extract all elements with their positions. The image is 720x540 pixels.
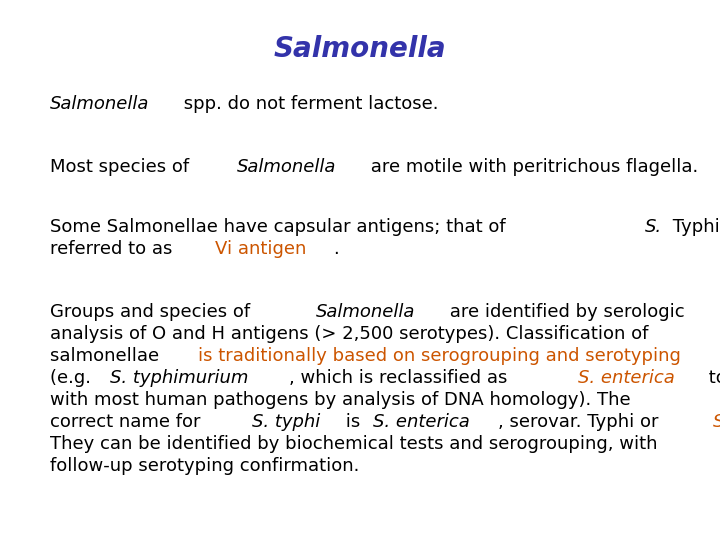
Text: follow-up serotyping confirmation.: follow-up serotyping confirmation. bbox=[50, 457, 359, 475]
Text: Salmonella: Salmonella bbox=[237, 158, 336, 176]
Text: (e.g.: (e.g. bbox=[50, 369, 96, 387]
Text: with most human pathogens by analysis of DNA homology). The: with most human pathogens by analysis of… bbox=[50, 391, 631, 409]
Text: is: is bbox=[340, 413, 366, 431]
Text: are motile with peritrichous flagella.: are motile with peritrichous flagella. bbox=[365, 158, 698, 176]
Text: Typhi is: Typhi is bbox=[667, 218, 720, 236]
Text: .: . bbox=[333, 240, 339, 258]
Text: salmonellae: salmonellae bbox=[50, 347, 165, 365]
Text: correct name for: correct name for bbox=[50, 413, 206, 431]
Text: is traditionally based on serogrouping and serotyping: is traditionally based on serogrouping a… bbox=[198, 347, 681, 365]
Text: referred to as: referred to as bbox=[50, 240, 178, 258]
Text: , which is reclassified as: , which is reclassified as bbox=[289, 369, 513, 387]
Text: S.: S. bbox=[645, 218, 662, 236]
Text: Salmonella: Salmonella bbox=[315, 303, 415, 321]
Text: are identified by serologic: are identified by serologic bbox=[444, 303, 685, 321]
Text: They can be identified by biochemical tests and serogrouping, with: They can be identified by biochemical te… bbox=[50, 435, 657, 453]
Text: analysis of O and H antigens (> 2,500 serotypes). Classification of: analysis of O and H antigens (> 2,500 se… bbox=[50, 325, 649, 343]
Text: spp. do not ferment lactose.: spp. do not ferment lactose. bbox=[179, 95, 438, 113]
Text: S. enterica: S. enterica bbox=[373, 413, 470, 431]
Text: Groups and species of: Groups and species of bbox=[50, 303, 256, 321]
Text: together: together bbox=[703, 369, 720, 387]
Text: , serovar. Typhi or: , serovar. Typhi or bbox=[498, 413, 665, 431]
Text: Most species of: Most species of bbox=[50, 158, 195, 176]
Text: S. typhi: S. typhi bbox=[251, 413, 320, 431]
Text: Vi antigen: Vi antigen bbox=[215, 240, 307, 258]
Text: S. typhimurium: S. typhimurium bbox=[110, 369, 248, 387]
Text: Salmonella: Salmonella bbox=[50, 95, 149, 113]
Text: S. enterica: S. enterica bbox=[578, 369, 675, 387]
Text: Some Salmonellae have capsular antigens; that of: Some Salmonellae have capsular antigens;… bbox=[50, 218, 511, 236]
Text: S. Typhi: S. Typhi bbox=[713, 413, 720, 431]
Text: Salmonella: Salmonella bbox=[274, 35, 446, 63]
